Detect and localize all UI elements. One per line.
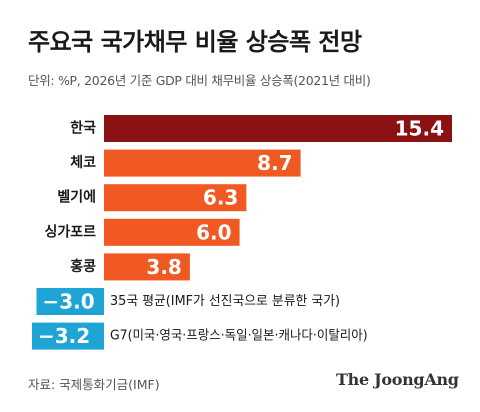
category-label-5: 35국 평균(IMF가 선진국으로 분류한 국가) [110,294,340,309]
bar-1 [104,149,301,177]
bar-2 [104,184,247,212]
category-label-3: 싱가포르 [44,224,96,240]
bar-3 [104,218,240,246]
value-label-1: 8.7 [257,151,292,175]
source-note: 자료: 국제통화기금(IMF) [28,377,160,392]
chart-title: 주요국 국가채무 비율 상승폭 전망 [28,28,362,56]
category-label-6: G7(미국·영국·프랑스·독일·일본·캐나다·이탈리아) [110,329,368,344]
value-label-6: −3.2 [38,324,90,348]
value-label-5: −3.0 [43,290,95,314]
value-label-2: 6.3 [203,186,238,210]
category-label-1: 체코 [70,155,96,171]
category-label-4: 홍콩 [70,258,96,275]
publisher-logo: The JoongAng [336,370,459,389]
bar-0 [104,115,452,142]
category-label-2: 벨기에 [57,190,96,206]
value-label-3: 6.0 [196,220,231,244]
value-label-4: 3.8 [146,255,181,279]
bar-4 [104,253,190,281]
bar-5 [36,288,104,315]
chart-subtitle: 단위: %P, 2026년 기준 GDP 대비 채무비율 상승폭(2021년 대… [28,73,371,88]
value-label-0: 15.4 [395,117,444,141]
bar-6 [32,322,104,350]
category-label-0: 한국 [70,121,96,137]
